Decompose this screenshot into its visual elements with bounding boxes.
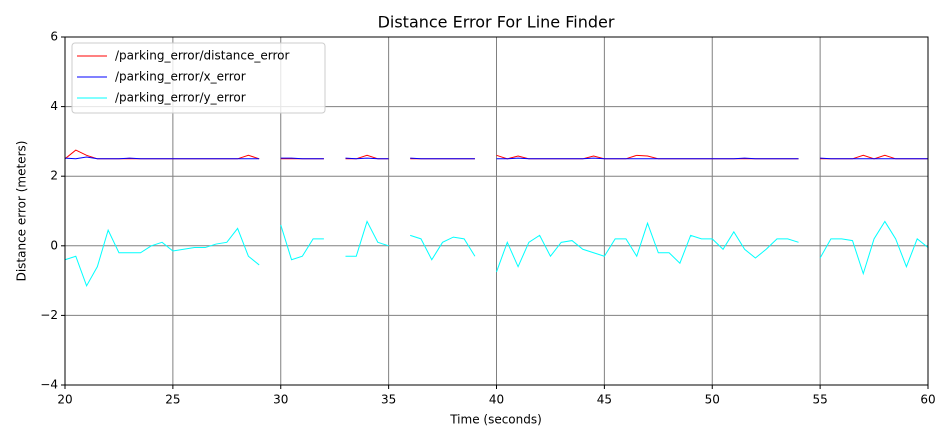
- chart-title: Distance Error For Line Finder: [378, 13, 615, 32]
- x-tick-label: 20: [57, 393, 72, 407]
- x-tick-label: 55: [812, 393, 827, 407]
- y-tick-label: −4: [40, 378, 58, 392]
- y-tick-label: 6: [50, 30, 58, 44]
- series-line: [64, 156, 928, 160]
- y-tick-label: 0: [50, 238, 58, 252]
- x-tick-label: 50: [705, 393, 720, 407]
- y-tick-label: 2: [50, 169, 58, 183]
- x-tick-label: 35: [381, 393, 396, 407]
- x-tick-label: 60: [920, 393, 935, 407]
- legend-label: /parking_error/y_error: [115, 91, 246, 105]
- series-line: [64, 220, 929, 288]
- x-tick-label: 40: [489, 393, 504, 407]
- legend-label: /parking_error/x_error: [115, 70, 246, 84]
- x-tick-label: 45: [597, 393, 612, 407]
- x-tick-label: 25: [165, 393, 180, 407]
- y-axis-label: Distance error (meters): [15, 141, 29, 282]
- x-axis-label: Time (seconds): [449, 413, 542, 427]
- y-tick-label: −2: [40, 308, 58, 322]
- legend-box: [71, 42, 326, 114]
- plot-frame: [64, 36, 929, 386]
- y-tick-label: 4: [50, 99, 58, 113]
- legend-label: /parking_error/distance_error: [115, 49, 290, 63]
- x-tick-label: 30: [273, 393, 288, 407]
